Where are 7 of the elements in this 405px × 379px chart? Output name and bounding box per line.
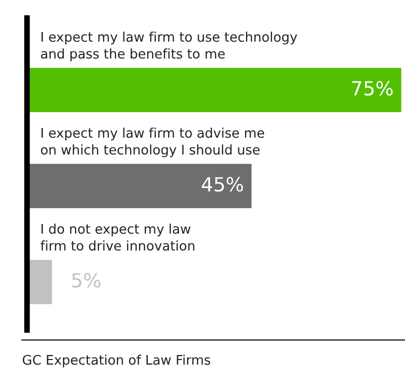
data-label: 5% [72,272,100,288]
y-tick-label: I expect my law firm to advise me on which technology I should use [40,128,264,158]
text: GC Expectation of Law Firms [22,354,210,368]
y-tick-label: I expect my law firm to use technology and pass the benefits to me [41,32,298,62]
y-tick-label: I do not expect my law firm to drive innovation [40,224,194,251]
data-label: 45% [202,176,243,192]
data-label: 75% [352,80,393,96]
